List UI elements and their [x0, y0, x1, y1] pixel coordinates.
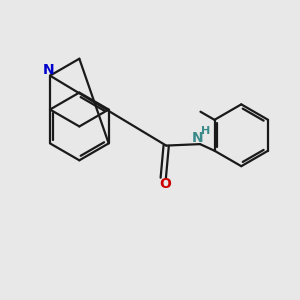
Text: H: H: [201, 126, 211, 136]
Text: N: N: [191, 130, 203, 145]
Text: N: N: [43, 63, 54, 77]
Text: O: O: [159, 177, 171, 191]
